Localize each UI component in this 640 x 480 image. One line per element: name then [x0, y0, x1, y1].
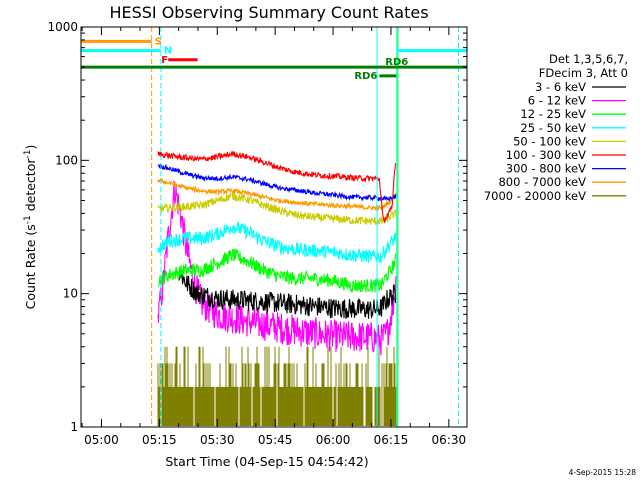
legend-header-line-1: Det 1,3,5,6,7,: [549, 52, 628, 66]
legend: Det 1,3,5,6,7, FDecim 3, Att 0 3 - 6 keV…: [484, 52, 628, 203]
series-7000-20000-kev-line: [157, 346, 397, 426]
legend-label-3-6-kev: 3 - 6 keV: [535, 80, 586, 94]
y-axis-label: Count Rate (s-1 detector-1): [23, 145, 38, 310]
legend-header-line-2: FDecim 3, Att 0: [539, 66, 628, 80]
x-tick-label: 05:00: [84, 433, 119, 447]
marker-label-s-1: S: [155, 36, 162, 47]
y-tick-label: 10: [63, 287, 78, 301]
legend-label-100-300-kev: 100 - 300 keV: [506, 148, 586, 162]
chart-title: HESSI Observing Summary Count Rates: [109, 3, 428, 22]
series-50-100-kev-line: [157, 192, 397, 225]
x-axis-label: Start Time (04-Sep-15 04:54:42): [165, 454, 368, 469]
marker-label-rd6-5: RD6: [385, 57, 408, 68]
legend-label-12-25-kev: 12 - 25 keV: [520, 107, 586, 121]
series-300-800-kev-line: [157, 163, 397, 202]
y-ticks: 1 10 100 1000: [47, 20, 467, 434]
y-tick-label: 1: [70, 420, 78, 434]
legend-label-50-100-kev: 50 - 100 keV: [513, 134, 586, 148]
legend-label-300-800-kev: 300 - 800 keV: [506, 162, 586, 176]
x-tick-label: 06:15: [374, 433, 409, 447]
marker-label-n-2: N: [164, 46, 172, 57]
x-tick-label: 06:30: [432, 433, 467, 447]
legend-label-25-50-kev: 25 - 50 keV: [520, 121, 586, 135]
x-tick-label: 05:15: [142, 433, 177, 447]
x-tick-label: 05:30: [200, 433, 235, 447]
series-3-6-kev-line: [178, 271, 397, 319]
plot-timestamp: 4-Sep-2015 15:28: [569, 468, 637, 477]
series-12-25-kev-line: [157, 247, 397, 294]
x-tick-label: 06:00: [316, 433, 351, 447]
legend-label-800-7000-kev: 800 - 7000 keV: [498, 175, 586, 189]
series-25-50-kev-line: [157, 221, 397, 263]
x-tick-label: 05:45: [258, 433, 293, 447]
marker-label-rd6-4: RD6: [354, 71, 377, 82]
series-800-7000-kev-line: [157, 177, 397, 212]
y-tick-label: 100: [55, 153, 78, 167]
y-tick-label: 1000: [47, 20, 78, 34]
series-100-300-kev-line: [157, 151, 397, 224]
plot-frame: [80, 26, 468, 428]
series-layer: [157, 151, 397, 426]
x-ticks: 05:00 05:15 05:30 05:45 06:00 06:15 06:30: [81, 27, 467, 447]
series-6-12-kev-line: [157, 180, 397, 356]
marker-label-f-3: F: [161, 55, 168, 66]
legend-label-6-12-kev: 6 - 12 keV: [528, 94, 586, 108]
legend-label-7000-20000-kev: 7000 - 20000 keV: [484, 189, 586, 203]
